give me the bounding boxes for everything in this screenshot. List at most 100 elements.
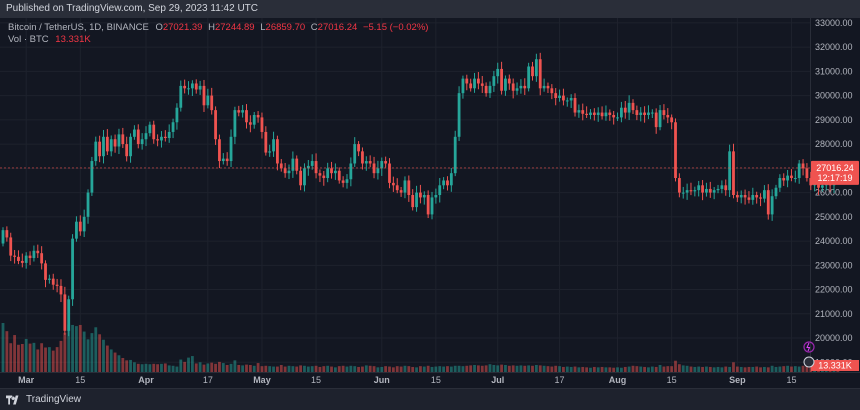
candle-body xyxy=(291,158,295,171)
candle-body xyxy=(743,195,747,198)
candle-body xyxy=(411,195,415,208)
volume-bar xyxy=(716,366,720,372)
candle-body xyxy=(550,88,554,94)
symbol-title[interactable]: Bitcoin / TetherUS, 1D, BINANCE xyxy=(8,22,149,33)
candle-body xyxy=(395,185,399,191)
candle-body xyxy=(361,151,364,164)
candle-body xyxy=(504,78,507,91)
volume-bar xyxy=(318,366,322,372)
volume-bar xyxy=(380,366,384,372)
candle-body xyxy=(751,195,755,200)
candle-body xyxy=(415,192,418,208)
volume-bar xyxy=(581,366,585,372)
time-tick-label: Apr xyxy=(138,375,154,385)
candle-body xyxy=(677,178,681,193)
candle-body xyxy=(577,110,581,113)
volume-bar xyxy=(562,366,565,372)
candle-body xyxy=(689,190,693,192)
candle-body xyxy=(766,190,770,215)
candle-body xyxy=(592,112,596,115)
candle-body xyxy=(214,110,217,140)
candle-body xyxy=(125,144,129,157)
chart-legend: Bitcoin / TetherUS, 1D, BINANCE O27021.3… xyxy=(8,22,428,46)
volume-bar xyxy=(140,364,144,372)
volume-bar xyxy=(152,363,156,372)
volume-label[interactable]: Vol · BTC xyxy=(8,34,49,45)
time-tick-label: 15 xyxy=(667,375,677,385)
volume-bar xyxy=(643,366,646,372)
candle-body xyxy=(117,134,121,147)
volume-bar xyxy=(384,366,388,372)
volume-bar xyxy=(670,366,674,372)
volume-bar xyxy=(623,366,627,372)
volume-bar xyxy=(809,366,813,372)
volume-bar xyxy=(330,366,333,372)
volume-bar xyxy=(229,363,233,372)
candle-body xyxy=(391,182,395,186)
candle-body xyxy=(604,112,608,117)
volume-bar xyxy=(585,367,589,372)
candle-body xyxy=(322,175,326,179)
volume-bar xyxy=(241,365,245,372)
time-scale[interactable] xyxy=(0,372,860,388)
candle-body xyxy=(573,98,577,113)
volume-bar xyxy=(337,366,341,372)
candle-body xyxy=(469,83,473,89)
volume-bar xyxy=(453,365,457,372)
volume-bar xyxy=(790,366,793,372)
candle-body xyxy=(202,85,206,106)
volume-bar xyxy=(469,365,473,372)
volume-bar xyxy=(376,367,380,372)
candle-body xyxy=(210,95,214,111)
volume-bar xyxy=(685,365,689,372)
volume-bar xyxy=(55,347,59,372)
candle-body xyxy=(623,107,627,113)
volume-bar xyxy=(616,367,619,372)
volume-bar xyxy=(395,366,399,372)
volume-bar xyxy=(488,364,492,372)
volume-bar xyxy=(136,363,140,372)
close-label: C xyxy=(310,22,318,33)
volume-bar xyxy=(805,366,809,372)
candle-body xyxy=(658,110,662,128)
volume-bar xyxy=(372,366,376,372)
volume-bar xyxy=(252,365,256,372)
volume-bar xyxy=(415,367,418,372)
candle-body xyxy=(565,100,569,102)
candle-body xyxy=(511,83,515,91)
volume-bar xyxy=(778,366,782,372)
candle-body xyxy=(546,85,550,89)
candle-body xyxy=(434,195,438,198)
high-value: 27244.89 xyxy=(214,22,255,33)
candle-body xyxy=(1,230,5,244)
time-tick-label: Mar xyxy=(18,375,35,385)
volume-bar xyxy=(233,360,237,372)
volume-bar xyxy=(654,366,658,372)
legend-main-row: Bitcoin / TetherUS, 1D, BINANCE O27021.3… xyxy=(8,22,428,34)
volume-bar xyxy=(573,366,577,372)
tradingview-logo[interactable]: TradingView xyxy=(6,394,81,405)
volume-bar xyxy=(105,345,109,372)
price-tick-label: 25000.00 xyxy=(815,212,853,222)
candle-body xyxy=(376,168,380,174)
candle-body xyxy=(801,163,805,169)
volume-bar xyxy=(801,365,805,372)
volume-bar xyxy=(701,366,704,372)
candle-body xyxy=(256,114,260,118)
candle-body xyxy=(596,112,600,115)
candle-body xyxy=(229,136,233,162)
volume-bar xyxy=(473,365,476,372)
volume-bar xyxy=(90,333,94,372)
volume-bar xyxy=(627,366,631,372)
candle-body xyxy=(492,76,496,86)
volume-bar xyxy=(735,366,739,372)
time-tick-label: 15 xyxy=(786,375,796,385)
volume-bar xyxy=(411,366,415,372)
volume-bar xyxy=(82,331,86,372)
candle-body xyxy=(357,144,360,152)
volume-bar xyxy=(194,363,198,372)
lightning-icon xyxy=(803,341,815,353)
volume-bar xyxy=(732,362,735,372)
candle-body xyxy=(121,134,125,145)
volume-bar xyxy=(13,335,16,372)
